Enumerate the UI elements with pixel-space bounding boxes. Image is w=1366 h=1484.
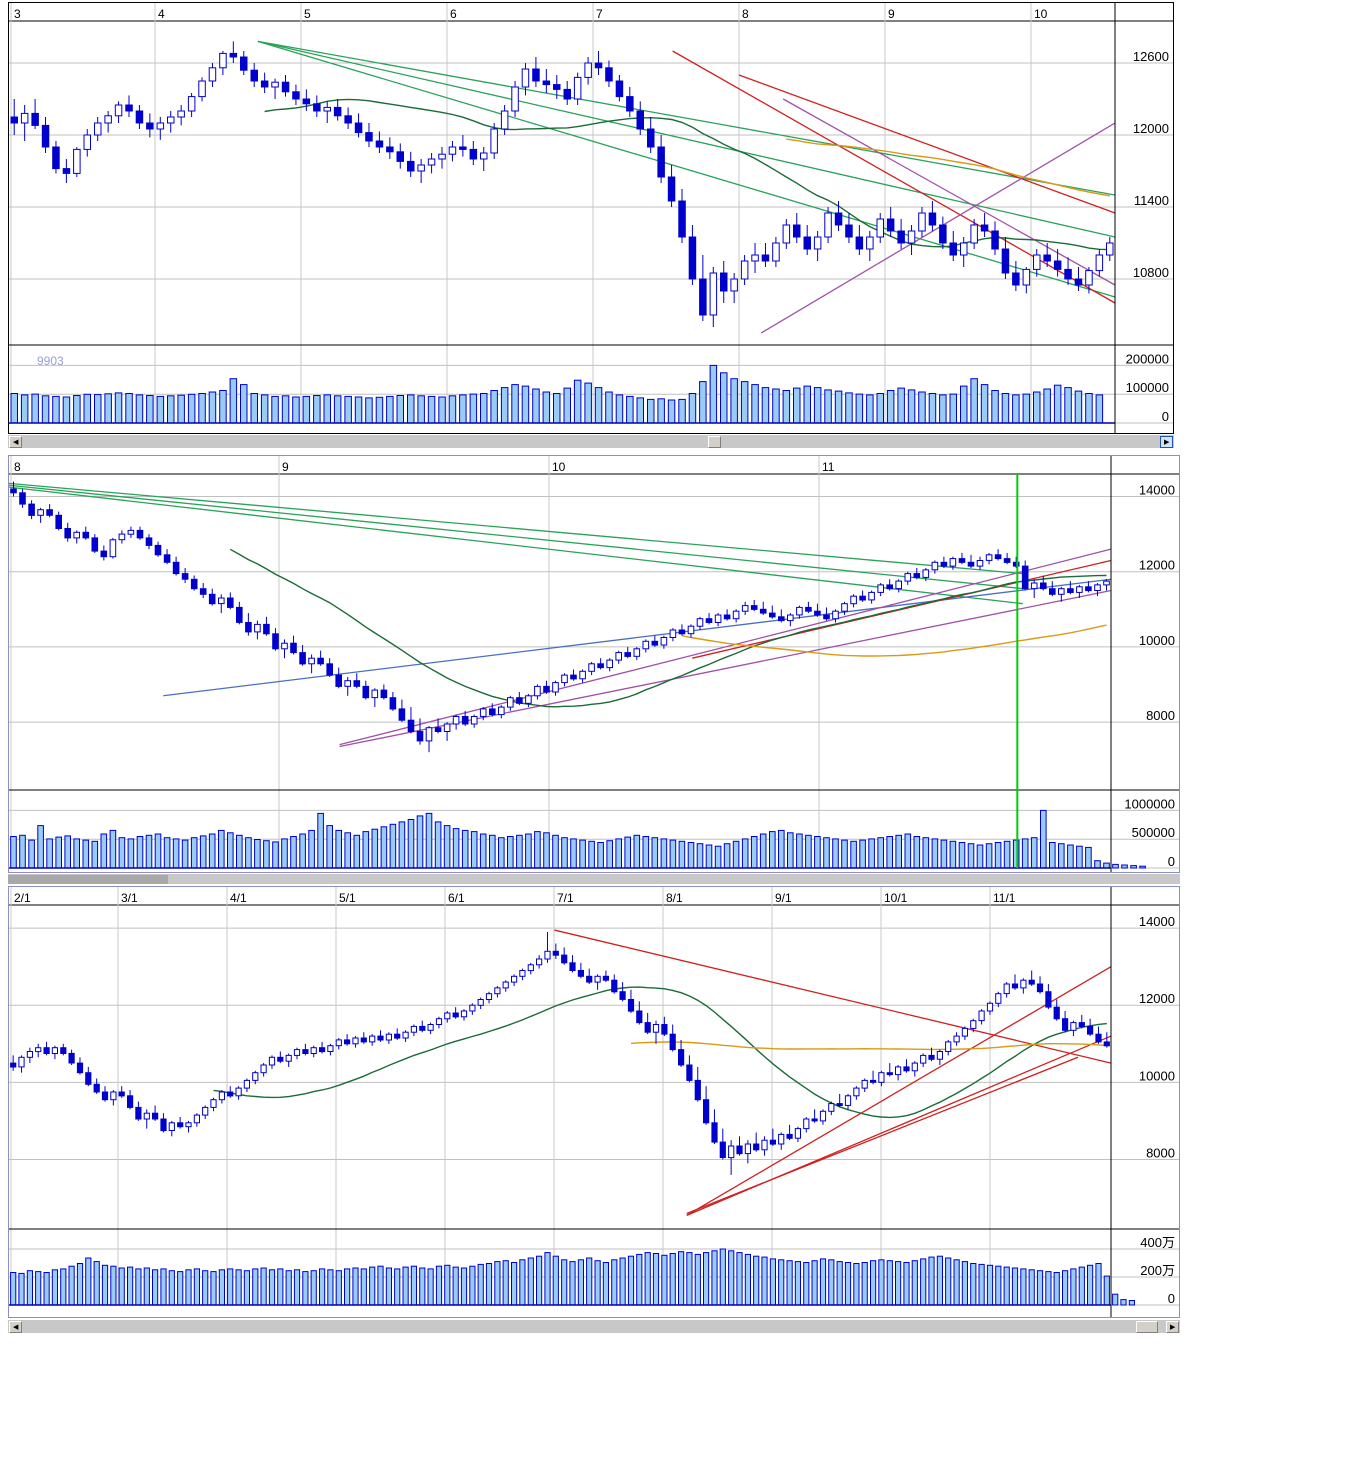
y-axis-tick-label: 200万 [1140,1263,1175,1278]
candlestick-series [10,41,1114,327]
x-axis-tick-label: 10 [552,460,566,474]
scrollbar-thumb-middle[interactable] [8,875,168,884]
x-axis-tick-label: 10 [1034,7,1048,21]
y-axis-tick-label: 200000 [1126,351,1169,366]
y-axis-tick-label: 0 [1168,1291,1175,1306]
y-axis-tick-label: 10800 [1133,265,1169,280]
scrollbar-thumb-top[interactable] [708,436,721,448]
x-axis-tick-label: 7/1 [557,891,574,905]
y-axis-tick-label: 11400 [1134,193,1169,208]
y-axis-tick-label: 10000 [1139,633,1175,648]
y-axis-tick-label: 100000 [1126,380,1169,395]
left-arrow-icon: ◀ [13,1324,19,1331]
scrollbar-right-arrow-top[interactable]: ▶ [1160,436,1173,448]
x-axis-tick-label: 7 [596,7,603,21]
y-axis-tick-label: 1000000 [1124,796,1175,811]
candlestick-series [10,481,1110,753]
x-axis-tick-label: 8/1 [666,891,683,905]
y-axis-tick-label: 12000 [1139,558,1175,573]
right-arrow-icon: ▶ [1170,1324,1176,1331]
chart-canvas-bottom[interactable]: 2/1 3/1 4/1 5/1 6/1 7/1 8/1 9/1 10/1 11/1 14000 120… [9,887,1179,1317]
x-axis-tick-label: 5 [304,7,311,21]
y-axis-tick-label: 12000 [1133,121,1169,136]
chart-frame-top: 3 4 5 6 7 8 9 10 12600 12000 11400 10800 200000 10000… [8,2,1174,434]
x-axis-tick-label: 10/1 [884,891,908,905]
x-axis-tick-label: 8 [14,460,21,474]
x-axis-tick-label: 6 [450,7,457,21]
y-axis-tick-label: 14000 [1139,914,1175,929]
x-axis-tick-label: 9/1 [775,891,792,905]
x-axis-tick-label: 4 [158,7,165,21]
scrollbar-left-arrow-bottom[interactable]: ◀ [9,1321,22,1333]
x-axis-tick-label: 3 [14,7,21,21]
scrollbar-left-arrow-top[interactable]: ◀ [9,436,22,448]
scrollbar-bottom[interactable]: ◀ ▶ [8,1319,1180,1333]
x-axis-tick-label: 2/1 [14,891,31,905]
x-axis-tick-label: 5/1 [339,891,356,905]
scrollbar-thumb-bottom[interactable] [1136,1321,1158,1333]
chart-watermark-code: 9903 [37,354,64,368]
y-axis-tick-label: 14000 [1139,483,1175,498]
x-axis-tick-label: 4/1 [230,891,247,905]
chart-canvas-middle[interactable]: 8 9 10 11 14000 12000 10000 8000 1000000 500000 0 [9,456,1179,872]
y-axis-tick-label: 0 [1162,409,1169,424]
panel-bottom: 2/1 3/1 4/1 5/1 6/1 7/1 8/1 9/1 10/1 11/1 14000 120… [0,886,1366,1336]
scrollbar-top[interactable]: ◀ ▶ [8,434,1174,448]
x-axis-tick-label: 8 [742,7,749,21]
left-arrow-icon: ◀ [13,439,19,446]
candlestick-series [10,931,1110,1175]
y-axis-tick-label: 8000 [1146,1145,1175,1160]
y-axis-tick-label: 0 [1168,854,1175,869]
scrollbar-middle[interactable] [8,873,1180,884]
chart-frame-bottom: 2/1 3/1 4/1 5/1 6/1 7/1 8/1 9/1 10/1 11/1 14000 120… [8,886,1180,1318]
right-arrow-icon: ▶ [1164,439,1170,446]
y-axis-tick-label: 12000 [1139,991,1175,1006]
volume-series [10,1248,1136,1306]
x-axis-tick-label: 3/1 [121,891,138,905]
chart-frame-middle: 8 9 10 11 14000 12000 10000 8000 1000000 500000 0 [8,455,1180,873]
scrollbar-right-arrow-bottom[interactable]: ▶ [1166,1321,1179,1333]
x-axis-tick-label: 11/1 [993,891,1016,905]
x-axis-tick-label: 9 [282,460,289,474]
chart-canvas-top[interactable]: 3 4 5 6 7 8 9 10 12600 12000 11400 10800 200000 10000… [9,3,1173,433]
y-axis-tick-label: 12600 [1133,49,1169,64]
y-axis-tick-label: 500000 [1132,825,1175,840]
y-axis-tick-label: 8000 [1146,708,1175,723]
y-axis-tick-label: 400万 [1140,1235,1175,1250]
panel-middle: 8 9 10 11 14000 12000 10000 8000 1000000 500000 0 … [0,452,1366,934]
x-axis-tick-label: 11 [822,460,835,474]
y-axis-tick-label: 10000 [1139,1068,1175,1083]
x-axis-tick-label: 6/1 [448,891,465,905]
panel-top: 3 4 5 6 7 8 9 10 12600 12000 11400 10800 200000 10000… [0,0,1366,450]
x-axis-tick-label: 9 [888,7,895,21]
